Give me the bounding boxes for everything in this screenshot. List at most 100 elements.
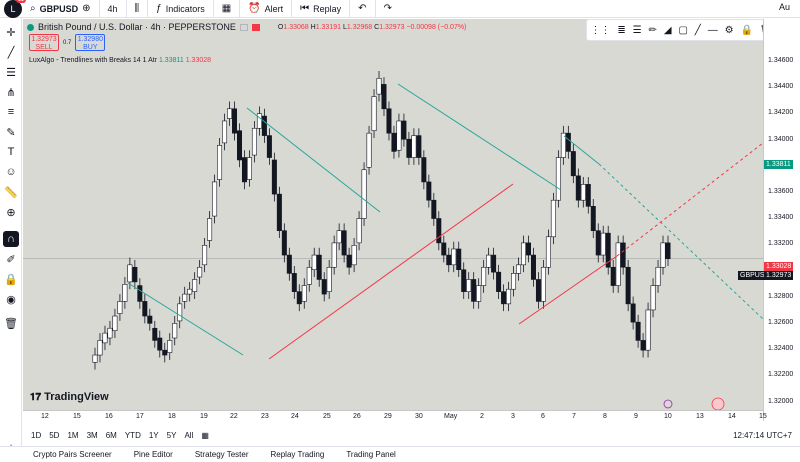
bear-candle — [236, 130, 242, 161]
watermark-text: TradingView — [44, 391, 109, 403]
range-button-5y[interactable]: 5Y — [166, 430, 177, 440]
price-chart[interactable] — [23, 19, 763, 421]
sticker-icon[interactable]: ☺ — [5, 166, 17, 178]
bear-candle — [416, 135, 422, 158]
bear-candle — [137, 285, 143, 302]
trash-icon[interactable]: 🗑 — [4, 317, 18, 330]
pitchfork-icon[interactable]: ⋔ — [6, 86, 16, 99]
eye-toggle-icon[interactable] — [239, 23, 248, 31]
add-symbol-icon[interactable]: ⊕ — [82, 3, 91, 14]
bottom-tab-trading-panel[interactable]: Trading Panel — [346, 450, 396, 459]
range-button-1y[interactable]: 1Y — [148, 430, 159, 440]
l-label: L — [342, 23, 347, 31]
lock-icon[interactable]: 🔒 — [740, 24, 753, 36]
template-icon[interactable]: ≣ — [617, 24, 626, 36]
crosshair-icon[interactable]: ✛ — [6, 26, 16, 39]
bull-candle — [167, 340, 173, 353]
bull-candle — [366, 132, 372, 168]
line-style-icon[interactable]: ☰ — [632, 24, 642, 36]
range-button-1m[interactable]: 1M — [67, 430, 79, 440]
symbol-search[interactable]: ⌕ GBPUSD ⊕ — [22, 0, 100, 18]
bull-candle — [555, 157, 561, 201]
bear-candle — [152, 327, 158, 341]
user-menu[interactable]: Au — [778, 2, 790, 12]
sell-button[interactable]: 1.32973 SELL — [29, 34, 59, 51]
range-button-ytd[interactable]: YTD — [124, 430, 141, 440]
date-range-icon[interactable]: ▦ — [201, 430, 209, 440]
pencil-icon[interactable]: ✏ — [648, 24, 657, 36]
indicator-up-tag: 1.33811 — [764, 160, 793, 169]
undo-button[interactable]: ↶ — [350, 0, 376, 18]
bear-candle — [605, 232, 611, 268]
user-avatar[interactable]: L11 — [4, 0, 26, 18]
alert-button[interactable]: ⏰ Alert — [240, 0, 293, 18]
interval-label: 4h — [107, 3, 118, 14]
templates-button[interactable]: ▦ — [214, 0, 241, 18]
bottom-tab-crypto-pairs-screener[interactable]: Crypto Pairs Screener — [33, 450, 112, 459]
bottom-tab-replay-trading[interactable]: Replay Trading — [270, 450, 325, 459]
timezone-label[interactable]: 12:47:14 UTC+7 — [733, 430, 792, 440]
range-button-3m[interactable]: 3M — [86, 430, 98, 440]
width-icon[interactable]: — — [707, 24, 718, 36]
time-tick-label: 15 — [759, 413, 767, 420]
range-button-5d[interactable]: 5D — [49, 430, 60, 440]
indicators-button[interactable]: ƒ Indicators — [148, 0, 214, 18]
chart-type-button[interactable]: ⫼ — [127, 0, 149, 18]
bull-candle — [650, 285, 656, 311]
bottom-tab-strategy-tester[interactable]: Strategy Tester — [194, 450, 249, 459]
color-icon[interactable]: ◢ — [663, 24, 672, 36]
rect-icon[interactable]: ▢ — [678, 24, 688, 36]
time-tick-label: 7 — [572, 413, 576, 420]
lock-drawing-icon[interactable]: ✐ — [6, 253, 16, 266]
trendline-down-1 — [127, 282, 244, 356]
bear-candle — [132, 266, 138, 283]
brush-icon[interactable]: ✎ — [6, 126, 16, 139]
line-icon[interactable]: ╱ — [694, 24, 701, 36]
buy-button[interactable]: 1.32980 BUY — [75, 34, 106, 51]
bull-candle — [600, 232, 606, 256]
lock-icon[interactable]: 🔒 — [4, 273, 18, 286]
time-axis[interactable]: 12 15 16 17 18 19 22 23 24 25 26 29 30 May 2 3 6 7 8 9 10 13 1… — [23, 410, 767, 424]
trendline-up-projection — [616, 142, 763, 257]
sell-label: SELL — [35, 44, 53, 51]
bull-candle — [451, 248, 457, 266]
magnet-icon[interactable]: ∩ — [3, 231, 19, 247]
trendline-icon[interactable]: ╱ — [7, 46, 15, 59]
range-button-6m[interactable]: 6M — [105, 430, 117, 440]
bear-candle — [291, 273, 297, 292]
ruler-icon[interactable]: 📏 — [4, 186, 18, 199]
bull-candle — [92, 354, 98, 363]
bear-candle — [232, 108, 238, 134]
indicator-legend[interactable]: LuxAlgo - Trendlines with Breaks 14 1 At… — [29, 57, 211, 64]
bear-candle — [391, 132, 397, 152]
bull-candle — [371, 96, 377, 132]
bull-candle — [117, 301, 123, 314]
bottom-tab-pine-editor[interactable]: Pine Editor — [133, 450, 173, 459]
range-button-all[interactable]: All — [184, 430, 194, 440]
range-button-1d[interactable]: 1D — [31, 430, 42, 440]
bear-candle — [595, 230, 601, 256]
redo-button[interactable]: ↷ — [376, 0, 400, 18]
bear-candle — [461, 269, 467, 292]
bear-candle — [346, 254, 352, 268]
indicator-up-value: 1.33811 — [158, 57, 184, 64]
bull-candle — [516, 264, 522, 274]
flag-icon[interactable] — [251, 23, 260, 31]
text-icon[interactable]: T — [7, 146, 15, 158]
fib-icon[interactable]: ≡ — [7, 106, 15, 118]
settings-icon[interactable]: ⚙ — [724, 24, 734, 36]
bull-candle — [172, 323, 178, 339]
time-tick-label: 17 — [136, 413, 144, 420]
trendline-down-4 — [563, 135, 600, 165]
bull-candle — [102, 332, 108, 344]
horizontal-lines-icon[interactable]: ☰ — [6, 66, 16, 79]
replay-button[interactable]: ⏮ Replay — [292, 0, 351, 18]
eye-icon[interactable]: ◉ — [6, 293, 16, 306]
bear-candle — [241, 157, 247, 183]
interval-button[interactable]: 4h — [100, 0, 127, 18]
bear-candle — [286, 254, 292, 274]
zoom-in-icon[interactable]: ⊕ — [6, 206, 16, 219]
price-axis[interactable]: 1.346001.344001.342001.340001.338001.336… — [738, 19, 800, 421]
drag-handle-icon[interactable]: ⋮⋮ — [590, 24, 611, 36]
chart-canvas[interactable] — [23, 19, 763, 421]
